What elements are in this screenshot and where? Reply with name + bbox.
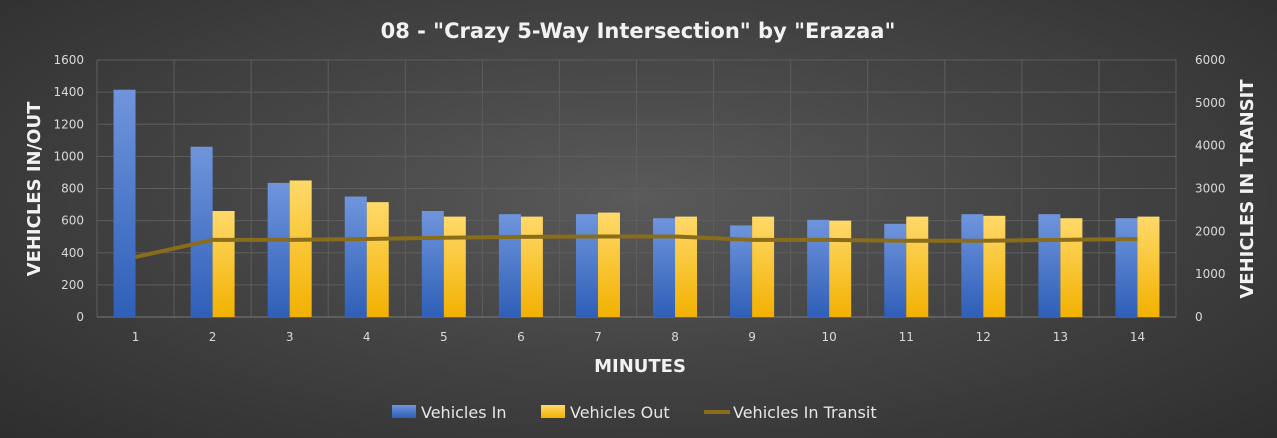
- y2-tick-label: 6000: [1195, 53, 1226, 67]
- y-tick-label: 400: [61, 246, 84, 260]
- bar-vehicles-in: [1115, 218, 1138, 317]
- x-tick-label: 5: [440, 330, 448, 344]
- y-tick-label: 200: [61, 278, 84, 292]
- y-tick-label: 1200: [53, 117, 84, 131]
- bar-vehicles-in: [961, 214, 984, 317]
- bar-vehicles-in: [807, 219, 830, 317]
- x-tick-label: 11: [899, 330, 914, 344]
- y-tick-label: 1000: [53, 149, 84, 163]
- bar-vehicles-out: [443, 216, 466, 317]
- x-tick-label: 4: [363, 330, 371, 344]
- left-axis-ticks: 0 200 400 600 800 1000 1200 1400 1600: [53, 53, 84, 324]
- x-tick-label: 3: [286, 330, 294, 344]
- y-tick-label: 1600: [53, 53, 84, 67]
- bar-vehicles-in: [884, 223, 907, 317]
- chart-title: 08 - "Crazy 5-Way Intersection" by "Eraz…: [381, 19, 896, 43]
- x-tick-label: 10: [822, 330, 837, 344]
- bar-vehicles-in: [653, 218, 676, 317]
- x-tick-label: 8: [671, 330, 679, 344]
- legend-label: Vehicles In Transit: [733, 403, 877, 422]
- legend: Vehicles In Vehicles Out Vehicles In Trans…: [392, 403, 877, 422]
- legend-swatch: [541, 405, 565, 418]
- bar-vehicles-out: [289, 180, 312, 317]
- y-tick-label: 0: [76, 310, 84, 324]
- x-tick-label: 13: [1053, 330, 1068, 344]
- y2-tick-label: 3000: [1195, 182, 1226, 196]
- bar-vehicles-in: [575, 214, 598, 317]
- x-tick-label: 14: [1130, 330, 1145, 344]
- y2-tick-label: 1000: [1195, 267, 1226, 281]
- x-tick-label: 7: [594, 330, 602, 344]
- bar-vehicles-out: [212, 210, 235, 317]
- bar-vehicles-out: [366, 202, 389, 317]
- y-tick-label: 600: [61, 214, 84, 228]
- bar-vehicles-out: [829, 220, 852, 317]
- x-axis-ticks: 1 2 3 4 5 6 7 8 9 10 11 12 13 14: [132, 330, 1145, 344]
- x-tick-label: 1: [132, 330, 140, 344]
- bar-vehicles-out: [1060, 218, 1083, 317]
- bar-vehicles-out: [983, 215, 1006, 317]
- bar-vehicles-in: [730, 225, 753, 317]
- bar-vehicles-out: [906, 216, 929, 317]
- line-vehicles-in-transit: [135, 234, 1138, 259]
- x-axis-title: MINUTES: [594, 356, 686, 377]
- y2-axis-title: VEHICLES IN TRANSIT: [1237, 79, 1258, 299]
- bar-vehicles-in: [267, 182, 290, 317]
- x-tick-label: 2: [209, 330, 217, 344]
- bar-vehicles-in: [1038, 214, 1061, 317]
- y2-tick-label: 2000: [1195, 224, 1226, 238]
- y2-tick-label: 0: [1195, 310, 1203, 324]
- bar-vehicles-out: [1137, 216, 1160, 317]
- transit-line: [135, 234, 1138, 259]
- legend-label: Vehicles In: [421, 403, 507, 422]
- x-tick-label: 9: [748, 330, 756, 344]
- y2-tick-label: 5000: [1195, 96, 1226, 110]
- x-tick-label: 12: [976, 330, 991, 344]
- gridlines: [96, 59, 1177, 318]
- y-axis-title: VEHICLES IN/OUT: [24, 101, 45, 276]
- x-tick-label: 6: [517, 330, 525, 344]
- y-tick-label: 1400: [53, 85, 84, 99]
- y2-tick-label: 4000: [1195, 139, 1226, 153]
- bar-vehicles-out: [520, 216, 543, 317]
- bar-vehicles-in: [113, 89, 136, 317]
- right-axis-ticks: 0 1000 2000 3000 4000 5000 6000: [1195, 53, 1226, 324]
- bar-vehicles-in: [344, 196, 367, 317]
- legend-swatch: [392, 405, 416, 418]
- bar-vehicles-in: [190, 146, 213, 317]
- y-tick-label: 800: [61, 182, 84, 196]
- legend-label: Vehicles Out: [570, 403, 670, 422]
- bar-vehicles-out: [597, 212, 620, 317]
- bar-vehicles-out: [675, 216, 698, 317]
- bar-vehicles-in: [421, 210, 444, 317]
- bar-vehicles-in: [498, 214, 521, 317]
- bar-vehicles-out: [752, 216, 775, 317]
